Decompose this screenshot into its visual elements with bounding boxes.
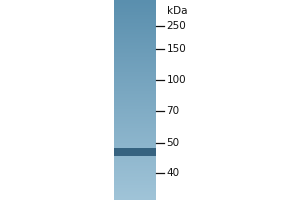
Text: 70: 70: [167, 106, 180, 116]
Text: 40: 40: [167, 168, 180, 178]
Text: 250: 250: [167, 21, 186, 31]
Text: kDa: kDa: [167, 6, 187, 16]
Text: 50: 50: [167, 138, 180, 148]
Text: 100: 100: [167, 75, 186, 85]
Bar: [114, 148, 156, 156]
Text: 150: 150: [167, 44, 186, 54]
